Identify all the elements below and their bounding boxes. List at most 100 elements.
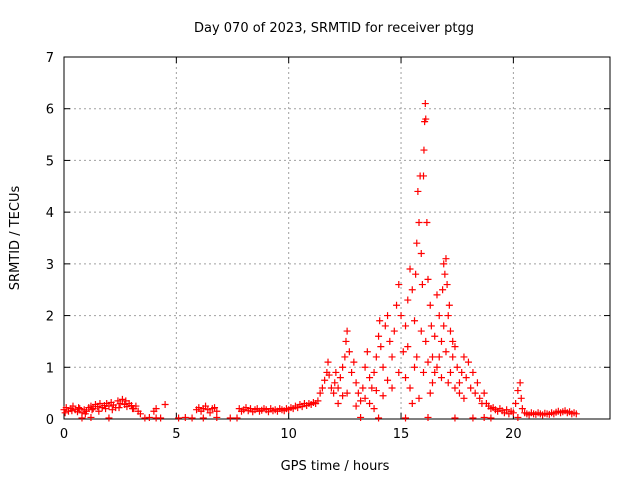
data-point-marker (334, 384, 342, 392)
data-point-marker (386, 337, 394, 345)
data-point-marker (414, 187, 422, 195)
data-point-marker (406, 384, 414, 392)
data-point-marker (440, 260, 448, 268)
x-tick-label: 15 (393, 427, 410, 442)
data-point-marker (572, 410, 580, 418)
data-point-marker (334, 399, 342, 407)
data-point-marker (422, 115, 430, 123)
data-point-marker (395, 281, 403, 289)
data-point-marker (384, 376, 392, 384)
data-point-marker (376, 317, 384, 325)
x-tick-label: 10 (280, 427, 297, 442)
data-point-marker (388, 353, 396, 361)
data-point-marker (455, 379, 463, 387)
data-point-marker (442, 348, 450, 356)
data-point-marker (431, 368, 439, 376)
data-point-marker (514, 413, 522, 421)
data-point-marker (446, 368, 454, 376)
x-tick-label: 5 (172, 427, 180, 442)
data-point-marker (402, 414, 410, 422)
data-point-marker (105, 414, 113, 422)
data-point-marker (366, 374, 374, 382)
data-point-marker (136, 410, 144, 418)
data-point-marker (460, 394, 468, 402)
data-point-marker (404, 343, 412, 351)
data-point-marker (469, 414, 477, 422)
data-point-marker (314, 397, 322, 405)
data-point-marker (417, 250, 425, 258)
data-point-marker (420, 146, 428, 154)
data-point-marker (375, 414, 383, 422)
plot-area-border (63, 56, 611, 420)
y-tick-label: 3 (46, 258, 54, 273)
data-point-marker (341, 353, 349, 361)
data-point-marker (420, 368, 428, 376)
data-point-marker (480, 413, 488, 421)
data-point-marker (503, 406, 511, 414)
x-tick-label: 0 (60, 427, 68, 442)
data-point-marker (342, 337, 350, 345)
data-point-marker (424, 413, 432, 421)
data-point-marker (397, 312, 405, 320)
y-axis-label: SRMTID / TECUs (8, 186, 23, 291)
data-point-marker (395, 368, 403, 376)
data-point-marker (509, 409, 517, 417)
data-point-marker (363, 348, 371, 356)
data-point-marker (471, 389, 479, 397)
data-point-marker (512, 399, 520, 407)
data-point-marker (418, 281, 426, 289)
data-point-marker (69, 402, 77, 410)
data-point-marker (442, 255, 450, 263)
data-point-marker (437, 337, 445, 345)
data-point-marker (195, 404, 203, 412)
data-point-marker (339, 392, 347, 400)
data-point-marker (460, 353, 468, 361)
data-point-marker (95, 407, 103, 415)
data-point-marker (462, 374, 470, 382)
data-point-marker (388, 384, 396, 392)
data-point-marker (399, 348, 407, 356)
data-point-marker (433, 291, 441, 299)
data-point-marker (411, 363, 419, 371)
data-point-marker (316, 389, 324, 397)
data-point-marker (402, 374, 410, 382)
data-point-marker (233, 414, 241, 422)
data-point-marker (339, 363, 347, 371)
data-point-marker (423, 218, 431, 226)
data-point-marker (437, 374, 445, 382)
data-point-marker (444, 312, 452, 320)
data-point-marker (443, 281, 451, 289)
data-point-marker (514, 387, 522, 395)
data-point-marker (76, 405, 84, 413)
data-point-marker (152, 405, 160, 413)
data-point-marker (357, 397, 365, 405)
data-point-marker (343, 327, 351, 335)
data-point-marker (469, 368, 477, 376)
data-point-marker (415, 394, 423, 402)
data-point-marker (211, 404, 219, 412)
data-point-marker (422, 337, 430, 345)
data-point-marker (464, 358, 472, 366)
data-point-marker (61, 409, 69, 417)
data-point-marker (408, 286, 416, 294)
data-point-marker (421, 100, 429, 108)
data-point-marker (325, 371, 333, 379)
data-point-marker (406, 265, 414, 273)
y-tick-label: 2 (46, 310, 54, 325)
data-point-marker (324, 358, 332, 366)
data-point-marker (118, 395, 126, 403)
data-point-marker (427, 322, 435, 330)
y-tick-label: 7 (46, 51, 54, 66)
data-point-marker (453, 363, 461, 371)
data-point-marker (467, 384, 475, 392)
data-point-marker (379, 392, 387, 400)
data-point-marker (116, 399, 124, 407)
data-point-marker (181, 413, 189, 421)
data-point-marker (458, 368, 466, 376)
axis-ticks: 0 5 10 15 20 0 1 2 3 4 5 6 7 (46, 51, 610, 442)
data-point-marker (361, 394, 369, 402)
data-point-marker (331, 379, 339, 387)
data-point-marker (157, 414, 165, 422)
data-point-marker (411, 317, 419, 325)
